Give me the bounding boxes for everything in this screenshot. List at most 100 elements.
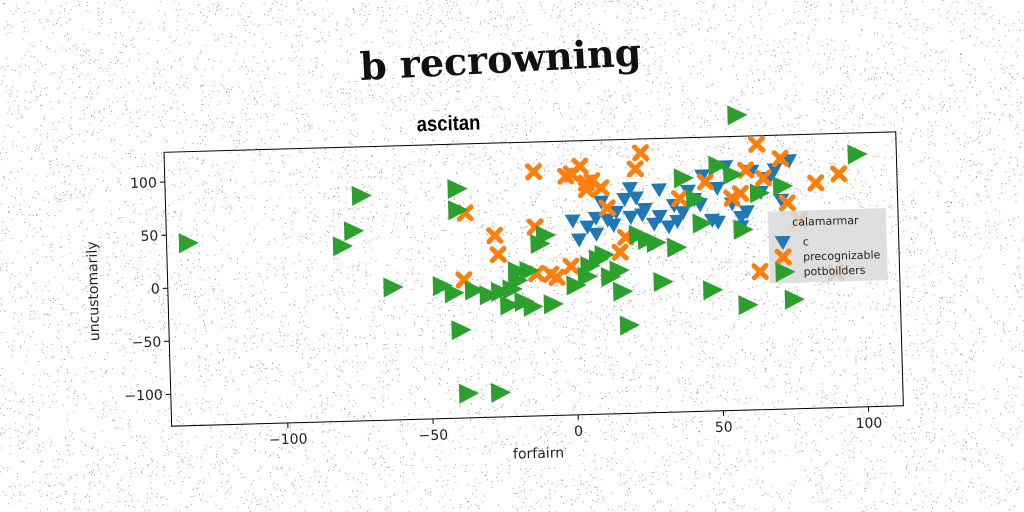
data-point xyxy=(731,184,750,203)
data-point xyxy=(564,214,581,229)
data-point xyxy=(178,233,199,254)
data-point xyxy=(612,281,634,302)
y-axis-ticks: −100 −50 0 50 100 xyxy=(124,175,171,405)
data-point xyxy=(708,181,725,196)
data-point xyxy=(847,144,868,165)
data-point xyxy=(594,245,615,266)
data-point xyxy=(771,149,789,168)
data-point xyxy=(738,295,759,316)
data-point xyxy=(626,160,644,178)
data-point xyxy=(447,179,468,200)
data-point xyxy=(588,227,605,242)
legend-label: precognizable xyxy=(803,248,881,263)
y-tick-label: −50 xyxy=(132,334,162,351)
data-point xyxy=(766,163,783,178)
data-point xyxy=(754,169,773,187)
data-point xyxy=(723,189,741,207)
data-point xyxy=(535,225,557,246)
x-tick-label: 50 xyxy=(715,420,733,436)
data-point xyxy=(733,219,754,240)
data-point xyxy=(619,315,640,336)
data-point xyxy=(807,174,825,192)
x-tick-label: −100 xyxy=(269,431,308,448)
data-point xyxy=(650,183,667,198)
data-point xyxy=(621,181,638,197)
data-point xyxy=(646,232,667,253)
data-point xyxy=(708,155,729,176)
legend-label: potboilders xyxy=(803,264,865,279)
legend-marker xyxy=(774,235,791,251)
data-point xyxy=(486,226,504,245)
data-point xyxy=(669,214,686,229)
x-tick-label: −50 xyxy=(418,427,448,444)
data-point xyxy=(702,280,724,301)
data-point xyxy=(598,199,616,217)
data-point xyxy=(508,270,529,291)
data-point xyxy=(447,200,469,221)
data-point xyxy=(749,183,770,204)
data-point xyxy=(432,276,453,297)
data-point xyxy=(592,179,610,197)
x-axis-label: forfairn xyxy=(513,445,564,462)
y-tick-label: 0 xyxy=(151,281,160,297)
y-axis-label: uncustomarily xyxy=(84,241,103,341)
data-point xyxy=(685,189,707,210)
data-point xyxy=(605,218,622,233)
data-point xyxy=(723,164,744,185)
data-point xyxy=(784,289,805,310)
data-point xyxy=(653,272,674,293)
data-point xyxy=(571,157,589,175)
chart-subtitle: ascitan xyxy=(416,111,480,136)
data-point xyxy=(651,209,668,225)
data-point xyxy=(634,208,651,223)
data-point xyxy=(490,382,512,403)
legend-marker xyxy=(775,262,796,283)
data-point xyxy=(611,243,629,261)
data-point xyxy=(666,237,688,258)
data-point xyxy=(738,205,755,220)
data-point xyxy=(479,285,500,306)
data-point xyxy=(646,217,663,232)
data-point xyxy=(383,277,404,298)
data-point xyxy=(751,262,769,281)
data-point xyxy=(570,233,587,248)
data-point xyxy=(670,189,689,208)
data-point xyxy=(548,268,566,286)
y-tick-label: 100 xyxy=(130,175,157,192)
data-series xyxy=(178,105,868,404)
data-point xyxy=(778,194,796,212)
data-point xyxy=(451,320,472,341)
data-point xyxy=(524,163,543,181)
data-point xyxy=(747,135,766,153)
data-point xyxy=(332,236,353,257)
data-point xyxy=(502,279,523,300)
series-potboilders xyxy=(178,105,868,404)
data-point xyxy=(631,144,650,162)
data-point xyxy=(499,295,521,316)
data-point xyxy=(773,193,790,208)
plot-area-frame xyxy=(163,131,904,427)
legend-box xyxy=(767,208,888,284)
data-point xyxy=(616,192,633,207)
data-point xyxy=(696,173,714,191)
data-point xyxy=(566,275,587,296)
data-point xyxy=(543,294,564,315)
data-point xyxy=(709,215,726,230)
legend-label: c xyxy=(803,235,809,248)
y-tick-label: 50 xyxy=(140,228,158,244)
data-point xyxy=(490,281,512,302)
data-point xyxy=(660,220,677,235)
data-point xyxy=(351,185,372,206)
data-point xyxy=(579,220,596,235)
data-point xyxy=(674,205,691,221)
data-point xyxy=(609,260,630,281)
data-point xyxy=(772,176,793,197)
legend-marker xyxy=(774,248,792,266)
data-point xyxy=(519,260,540,281)
data-point xyxy=(692,213,713,234)
data-point xyxy=(622,210,639,225)
legend-title: calamarmar xyxy=(792,214,859,229)
